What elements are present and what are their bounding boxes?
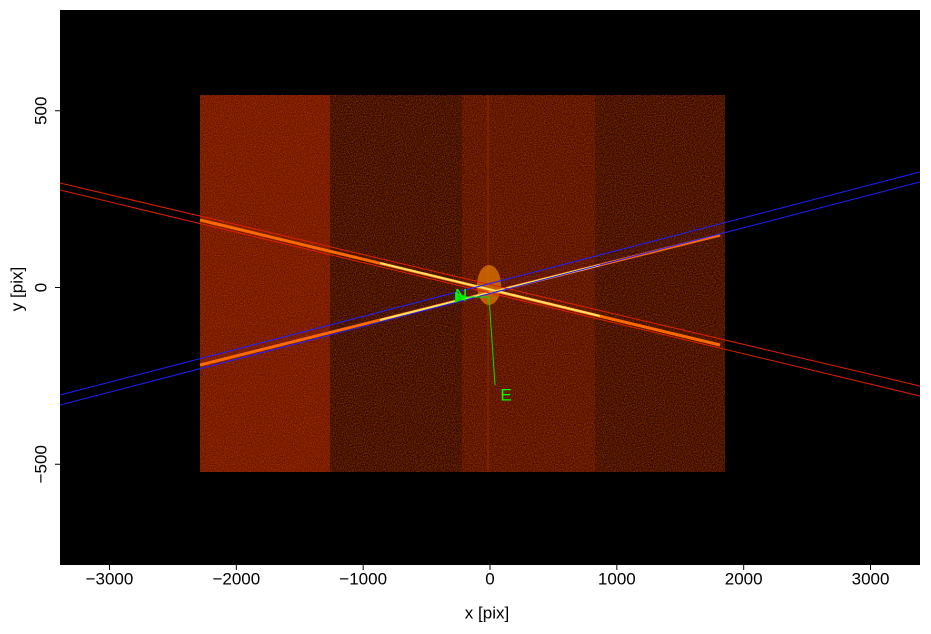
x-tick-label: 2000 xyxy=(725,569,763,588)
compass-head xyxy=(455,292,468,303)
x-tick-label: −2000 xyxy=(212,569,260,588)
x-tick-label: 0 xyxy=(485,569,494,588)
image: N E xyxy=(60,10,920,565)
region xyxy=(60,171,920,396)
compass-arrow xyxy=(488,296,496,386)
region xyxy=(60,181,920,406)
x-tick-label: −3000 xyxy=(86,569,134,588)
x-tick-label: −1000 xyxy=(339,569,387,588)
y-tick-label: −500 xyxy=(31,445,50,483)
x-tick-label: 1000 xyxy=(598,569,636,588)
annotation: N xyxy=(455,285,467,304)
annotation: E xyxy=(500,385,511,404)
x-axis-label: x [pix] xyxy=(465,603,509,622)
axes: −3000 −2000 −1000 0 1000 2000 3000 −500 0 500 xyxy=(31,97,889,589)
y-tick-label: 0 xyxy=(31,283,50,292)
region xyxy=(60,182,920,387)
streak xyxy=(379,262,601,317)
y-tick-label: 500 xyxy=(31,97,50,125)
x-tick-label: 3000 xyxy=(852,569,890,588)
y-axis-label: y [pix] xyxy=(7,267,26,311)
